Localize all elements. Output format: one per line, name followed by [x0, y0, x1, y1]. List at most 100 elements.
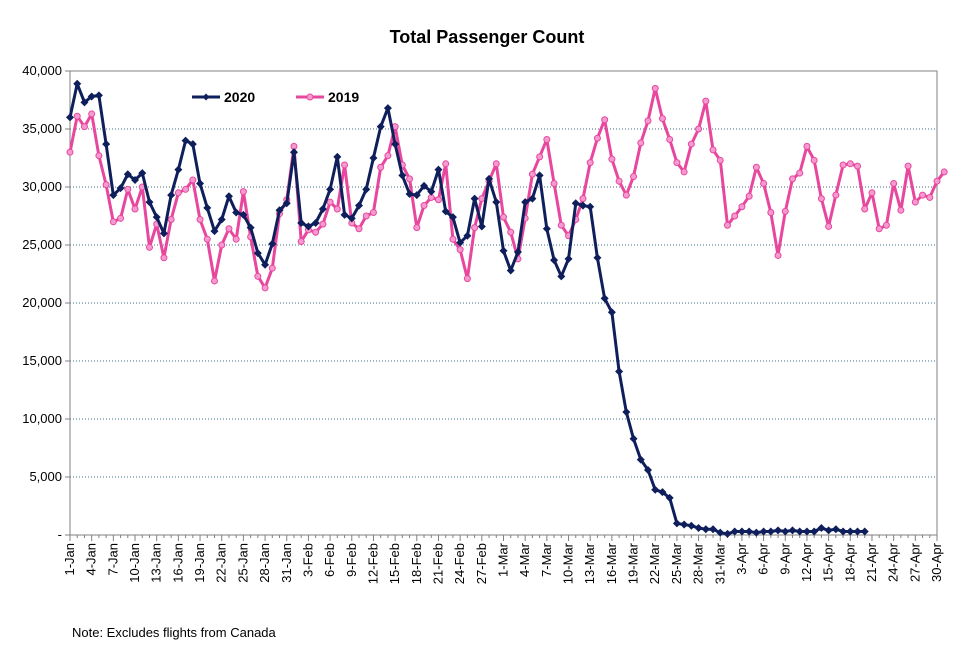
data-point-2020 — [658, 488, 667, 497]
data-point-2019 — [854, 162, 862, 170]
data-point-2020 — [730, 527, 739, 536]
data-point-2019 — [268, 264, 276, 272]
x-tick-label: 4-Jan — [84, 543, 99, 576]
data-point-2019 — [333, 205, 341, 213]
data-point-2019 — [868, 189, 876, 197]
x-tick-label: 9-Apr — [777, 542, 792, 574]
data-point-2020 — [831, 525, 840, 534]
y-tick-label: - — [58, 527, 62, 542]
data-point-2020 — [65, 113, 75, 122]
data-point-2019 — [261, 284, 269, 292]
data-point-2019 — [420, 202, 428, 210]
data-point-2020 — [167, 191, 176, 200]
data-point-2019 — [73, 112, 81, 120]
data-point-2019 — [189, 176, 197, 184]
data-point-2019 — [369, 209, 377, 217]
data-point-2019 — [406, 175, 414, 183]
legend-item-2020: 2020 — [192, 89, 255, 105]
x-tick-label: 18-Apr — [842, 542, 857, 582]
data-point-2020 — [354, 201, 364, 210]
data-point-2019 — [933, 177, 941, 185]
x-tick-label: 19-Mar — [626, 542, 641, 584]
data-point-2020 — [304, 222, 313, 231]
x-tick-label: 10-Jan — [127, 543, 142, 583]
data-point-2020 — [80, 98, 89, 107]
data-point-2019 — [196, 215, 204, 223]
data-point-2019 — [543, 135, 551, 143]
data-point-2019 — [145, 243, 153, 251]
y-tick-label: 35,000 — [22, 121, 62, 136]
data-point-2019 — [904, 162, 912, 170]
data-point-2019 — [767, 209, 775, 217]
data-point-2019 — [109, 218, 117, 226]
data-point-2020 — [326, 185, 335, 194]
data-point-2020 — [853, 527, 862, 536]
x-tick-label: 16-Mar — [604, 542, 619, 584]
x-tick-label: 21-Feb — [430, 543, 445, 584]
data-point-2020 — [810, 527, 819, 536]
x-tick-label: 1-Mar — [496, 542, 511, 577]
series-2019 — [66, 84, 948, 292]
data-point-2019 — [716, 156, 724, 164]
data-point-2020 — [774, 526, 783, 535]
data-point-2019 — [492, 160, 500, 168]
x-tick-label: 7-Jan — [105, 543, 120, 576]
data-point-2019 — [449, 235, 457, 243]
x-tick-label: 6-Feb — [322, 543, 337, 577]
data-point-2020 — [795, 527, 804, 536]
data-point-2019 — [319, 220, 327, 228]
data-point-2020 — [672, 519, 681, 528]
data-point-2019 — [362, 212, 370, 220]
data-point-2020 — [420, 181, 429, 190]
x-tick-label: 4-Mar — [517, 542, 532, 577]
x-tick-label: 3-Apr — [734, 542, 749, 574]
data-point-2020 — [239, 210, 248, 219]
footnote: Note: Excludes flights from Canada — [72, 625, 276, 640]
data-point-2019 — [882, 221, 890, 229]
data-point-2020 — [73, 79, 82, 88]
data-point-2019 — [239, 188, 247, 196]
y-tick-label: 10,000 — [22, 411, 62, 426]
axes: - 5,000 10,000 15,000 20,000 25,000 30,000 35,0… — [22, 63, 944, 584]
data-point-2019 — [651, 84, 659, 92]
series-lines — [65, 79, 948, 538]
data-point-2019 — [839, 161, 847, 169]
x-tick-label: 22-Jan — [214, 543, 229, 583]
y-tick-label: 40,000 — [22, 63, 62, 78]
x-tick-label: 27-Feb — [474, 543, 489, 584]
data-point-2019 — [832, 191, 840, 199]
data-point-2019 — [384, 152, 392, 160]
x-tick-label: 24-Apr — [886, 542, 901, 582]
data-point-2019 — [160, 254, 168, 262]
data-point-2019 — [413, 224, 421, 232]
data-point-2019 — [471, 224, 479, 232]
data-point-2020 — [651, 485, 660, 494]
legend-label-2020: 2020 — [224, 89, 255, 105]
data-point-2019 — [919, 191, 927, 199]
data-point-2019 — [167, 215, 175, 223]
data-point-2020 — [246, 223, 255, 232]
legend-marker-2019 — [306, 93, 314, 101]
x-tick-label: 1-Jan — [62, 543, 77, 576]
data-point-2020 — [586, 202, 595, 211]
y-tick-label: 30,000 — [22, 179, 62, 194]
data-point-2020 — [463, 231, 472, 240]
series-2020 — [65, 79, 869, 538]
x-tick-label: 28-Jan — [257, 543, 272, 583]
data-point-2019 — [926, 193, 934, 201]
data-point-2020 — [131, 176, 140, 185]
data-point-2020 — [217, 215, 226, 224]
data-point-2020 — [846, 527, 855, 536]
data-point-2020 — [564, 254, 573, 263]
data-point-2020 — [716, 528, 725, 537]
data-point-2020 — [622, 408, 631, 417]
data-point-2019 — [760, 180, 768, 188]
legend: 2020 2019 — [192, 89, 359, 105]
data-point-2020 — [499, 246, 508, 255]
data-point-2020 — [376, 122, 385, 131]
data-point-2020 — [102, 140, 111, 149]
data-point-2019 — [117, 214, 125, 222]
x-tick-label: 21-Apr — [864, 542, 879, 582]
x-tick-label: 25-Jan — [235, 543, 250, 583]
